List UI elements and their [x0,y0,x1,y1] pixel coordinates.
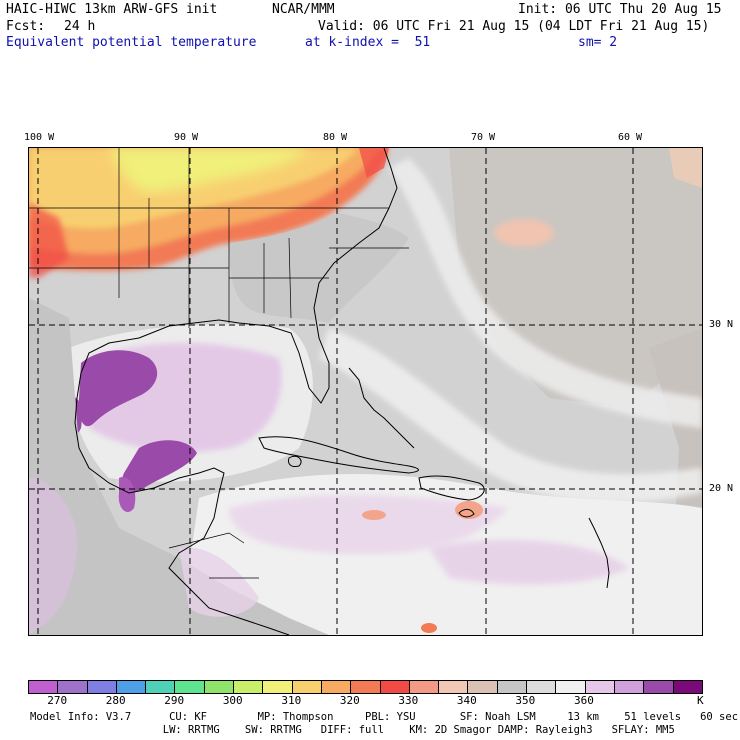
colorbar-swatch [58,681,88,693]
map-canvas [29,148,702,635]
init-time: Init: 06 UTC Thu 20 Aug 15 [518,2,722,17]
colorbar-tick-label: 270 [47,694,68,707]
field-warm-island-1 [362,510,386,520]
colorbar-swatch [116,681,147,693]
colorbar-swatch [87,681,117,693]
colorbar-swatch [263,681,293,693]
colorbar-swatch [468,681,498,693]
field-red-west [29,203,69,278]
field-warm-core [109,148,309,193]
field-peach-ne [669,148,702,188]
colorbar-tick-label: 300 [222,694,243,707]
field-purple-core-texas [78,350,158,427]
model-info-line1: Model Info: V3.7 CU: KF MP: Thompson PBL… [30,711,739,723]
colorbar-swatch [175,681,205,693]
colorbar-tick-label: 310 [281,694,302,707]
colorbar-tick-label: 280 [105,694,126,707]
colorbar-swatch [204,681,235,693]
colorbar-unit: K [697,694,704,707]
colorbar-tick-label: 360 [573,694,594,707]
field-red-northeast [359,148,389,178]
colorbar-swatch [644,681,674,693]
field-pacific-lilac [29,478,78,635]
colorbar-swatch [409,681,440,693]
colorbar-tick-label: 330 [398,694,419,707]
field-purple-core-bay [121,440,197,493]
field-name: Equivalent potential temperature [6,35,257,50]
valid-time: Valid: 06 UTC Fri 21 Aug 15 (04 LDT Fri … [318,19,710,34]
colorbar-swatch [585,681,615,693]
coastlines [74,148,610,635]
colorbar-swatch [673,681,702,693]
lon-label-60w: 60 W [618,132,643,143]
colorbar-tick-label: 350 [515,694,536,707]
latlon-grid [29,148,702,635]
colorbar-swatch [497,681,528,693]
colorbar [28,680,703,694]
lon-label-80w: 80 W [323,132,348,143]
state-borders [29,148,409,579]
field-light-band [389,158,702,428]
lat-label-20n: 20 N [709,483,734,494]
field-warm-island-3 [421,623,437,633]
field-yucatan-lilac [179,547,259,617]
colorbar-swatch [146,681,176,693]
colorbar-tick-label: 320 [339,694,360,707]
field-peach-patch [494,219,554,247]
field-mexico-gray [29,298,329,635]
field-warm-band-inner [29,148,359,229]
colorbar-swatch [527,681,557,693]
theta-e-map [28,147,703,636]
lon-label-90w: 90 W [174,132,199,143]
org-label: NCAR/MMM [272,2,335,17]
colorbar-swatch [439,681,469,693]
colorbar-tick-label: 340 [456,694,477,707]
lon-label-100w: 100 W [24,132,55,143]
colorbar-swatch [234,681,264,693]
model-title: HAIC-HIWC 13km ARW-GFS init [6,2,218,17]
field-light-band-2 [319,328,702,503]
forecast-label: Fcst: [6,19,46,34]
smoothing-label: sm= 2 [578,35,618,50]
colorbar-swatch [556,681,586,693]
colorbar-swatch [351,681,381,693]
colorbar-swatch [321,681,352,693]
field-caribbean-lilac [229,494,509,555]
field-southeast-gray [229,213,409,323]
colorbar-swatch [292,681,322,693]
forecast-hour: 24 h [64,19,96,34]
field-caribbean-lilac-2 [429,539,629,585]
level-label: at k-index = 51 [305,35,431,50]
colorbar-swatch [29,681,59,693]
field-purple-core-south [118,477,136,513]
colorbar-swatch [380,681,410,693]
lon-label-70w: 70 W [471,132,496,143]
colorbar-swatch [614,681,645,693]
colorbar-tick-label: 290 [164,694,185,707]
lat-label-30n: 30 N [709,319,734,330]
model-info-line2: LW: RRTMG SW: RRTMG DIFF: full KM: 2D Sm… [30,724,675,736]
